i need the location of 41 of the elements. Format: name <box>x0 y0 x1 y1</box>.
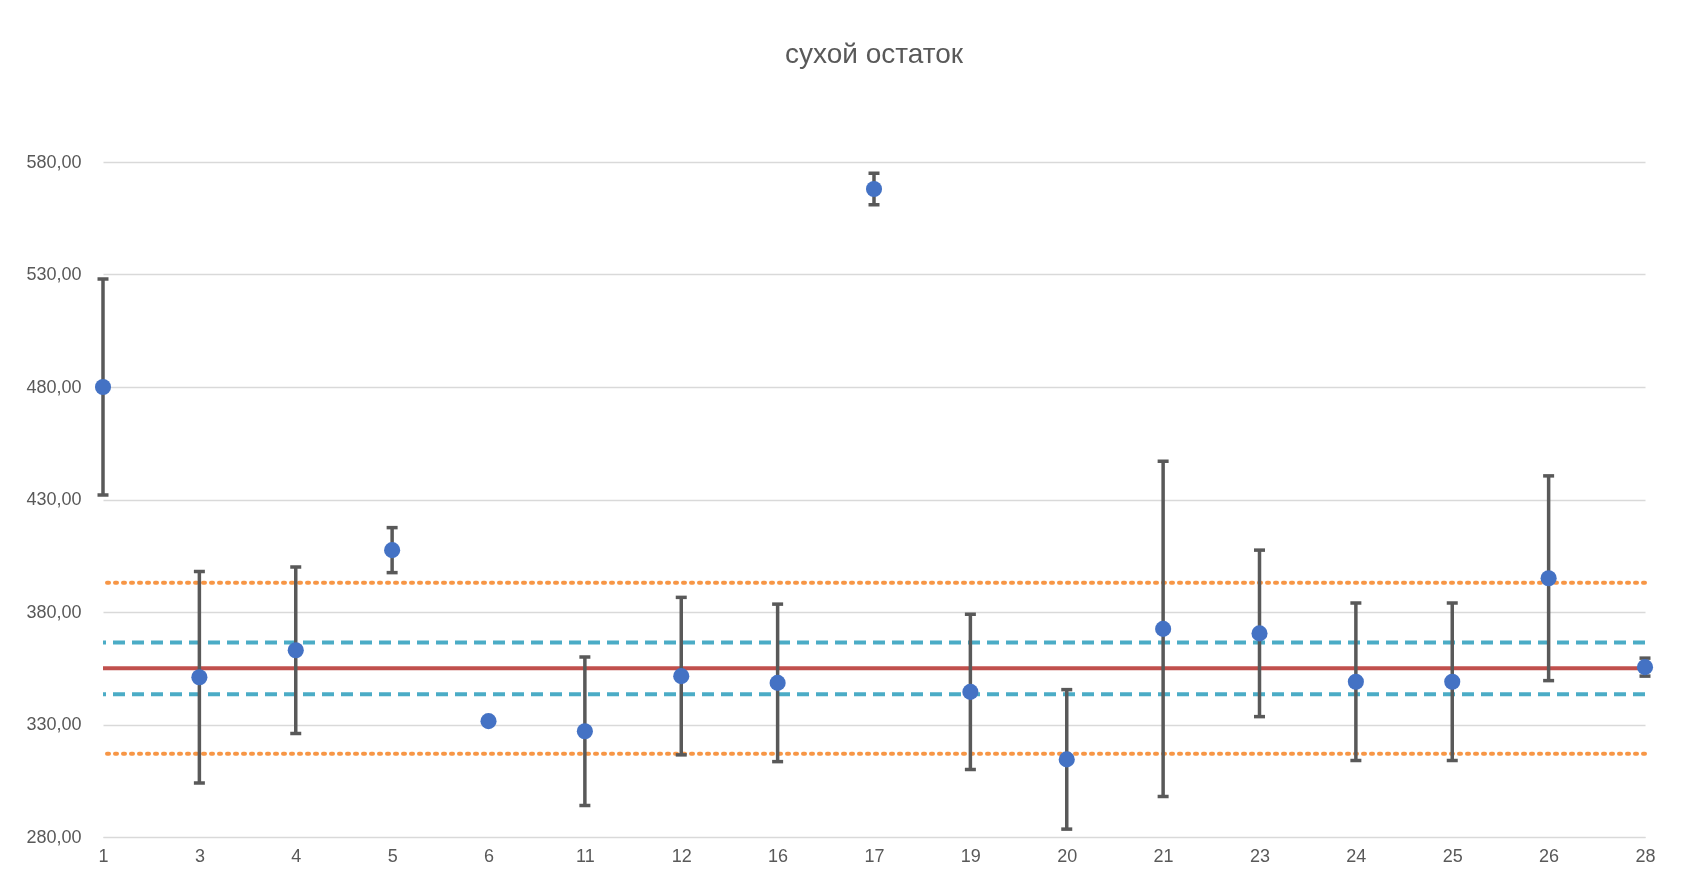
point <box>1251 625 1268 642</box>
x-tick-label: 6 <box>483 845 495 866</box>
point <box>1155 620 1172 637</box>
point <box>1058 751 1075 768</box>
chart-title: сухой остаток <box>784 38 964 69</box>
x-tick-label: 12 <box>671 845 692 866</box>
x-tick-label: 17 <box>864 845 885 866</box>
x-tick-label: 3 <box>194 845 205 866</box>
point <box>673 668 690 685</box>
x-tick-label: 1 <box>98 845 109 866</box>
point <box>384 542 401 559</box>
point <box>1540 570 1557 587</box>
x-tick-label: 26 <box>1539 845 1560 866</box>
point <box>480 713 497 730</box>
y-tick-label: 580,00 <box>26 151 82 172</box>
point <box>1444 673 1461 690</box>
x-tick-label: 5 <box>387 845 398 866</box>
y-tick-label: 380,00 <box>26 601 82 622</box>
y-tick-label: 430,00 <box>26 489 82 509</box>
point <box>287 642 304 659</box>
x-tick-label: 11 <box>576 845 595 866</box>
point <box>191 669 208 686</box>
x-tick-label: 21 <box>1153 845 1174 866</box>
y-tick-label: 530,00 <box>26 264 82 284</box>
point <box>769 674 786 691</box>
y-tick-label: 480,00 <box>26 376 82 397</box>
y-tick-label: 330,00 <box>26 714 82 734</box>
point <box>94 378 112 396</box>
x-tick-label: 28 <box>1635 845 1656 866</box>
x-tick-label: 20 <box>1057 845 1078 866</box>
point <box>865 180 883 198</box>
x-tick-label: 24 <box>1346 845 1367 866</box>
x-tick-label: 4 <box>291 845 302 866</box>
x-tick-label: 23 <box>1249 845 1271 866</box>
y-tick-label: 280,00 <box>26 826 82 847</box>
point <box>962 683 979 700</box>
x-tick-label: 25 <box>1442 845 1463 866</box>
point <box>576 723 593 740</box>
x-tick-label: 16 <box>768 845 789 866</box>
x-tick-label: 19 <box>960 845 981 866</box>
point <box>1347 673 1364 690</box>
